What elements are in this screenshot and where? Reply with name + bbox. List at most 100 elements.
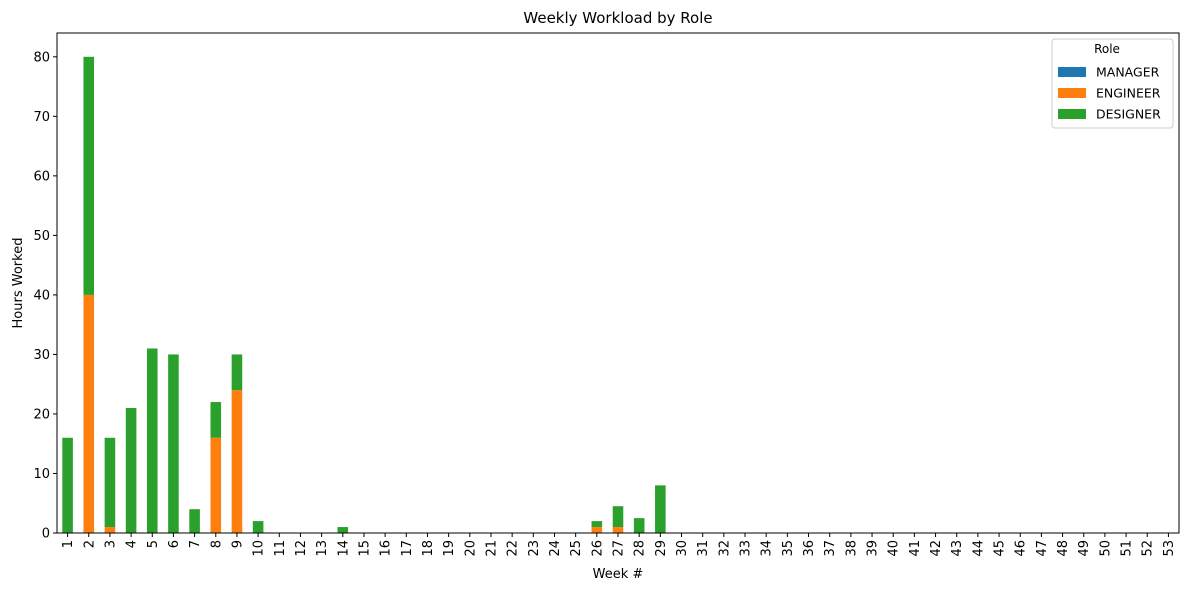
x-tick-label: 27 (612, 540, 627, 557)
x-tick-label: 11 (273, 540, 288, 557)
x-tick-label: 30 (675, 540, 690, 557)
bar-designer-week-27 (612, 506, 624, 528)
legend-label-manager: MANAGER (1096, 65, 1160, 80)
bar-designer-week-14 (337, 527, 349, 533)
bar-designer-week-8 (210, 402, 222, 438)
bar-designer-week-5 (146, 348, 158, 533)
x-tick-label: 3 (103, 540, 118, 548)
x-tick-label: 23 (527, 540, 542, 557)
bar-engineer-week-8 (210, 437, 222, 533)
x-tick-label: 45 (993, 540, 1008, 557)
x-tick-label: 43 (950, 540, 965, 557)
x-tick-label: 26 (590, 540, 605, 557)
x-tick-label: 4 (125, 540, 140, 548)
y-axis-label: Hours Worked (11, 238, 26, 329)
bar-designer-week-1 (62, 437, 73, 533)
x-tick-label: 28 (633, 540, 648, 557)
legend-title: Role (1094, 42, 1120, 56)
bar-engineer-week-3 (104, 527, 116, 533)
x-tick-label: 25 (569, 540, 584, 557)
bar-engineer-week-26 (591, 527, 603, 533)
x-tick-label: 51 (1120, 540, 1135, 557)
x-tick-label: 1 (61, 540, 76, 548)
bar-engineer-week-2 (83, 294, 95, 533)
y-tick-label: 60 (33, 169, 50, 184)
bar-designer-week-9 (231, 354, 243, 391)
x-tick-label: 6 (167, 540, 182, 548)
x-tick-label: 47 (1035, 540, 1050, 557)
x-tick-label: 35 (781, 540, 796, 557)
y-tick-label: 0 (42, 527, 50, 542)
x-tick-label: 17 (400, 540, 415, 557)
x-tick-label: 19 (442, 540, 457, 557)
y-tick-label: 30 (33, 348, 50, 363)
x-tick-label: 16 (379, 540, 394, 557)
bar-designer-week-2 (83, 56, 95, 295)
x-tick-label: 41 (908, 540, 923, 557)
bar-designer-week-6 (168, 354, 179, 533)
x-tick-label: 46 (1014, 540, 1029, 557)
x-axis-label: Week # (593, 567, 644, 582)
x-tick-label: 12 (294, 540, 309, 557)
bar-engineer-week-9 (231, 390, 243, 533)
x-tick-label: 36 (802, 540, 817, 557)
x-tick-label: 13 (315, 540, 330, 557)
legend-swatch-engineer (1058, 88, 1086, 98)
bar-designer-week-7 (189, 509, 200, 533)
x-tick-label: 24 (548, 540, 563, 557)
bar-engineer-week-27 (612, 527, 624, 533)
x-tick-label: 9 (230, 540, 245, 548)
x-tick-label: 37 (823, 540, 838, 557)
x-tick-label: 22 (506, 540, 521, 557)
bar-designer-week-4 (125, 408, 137, 533)
x-tick-label: 48 (1056, 540, 1071, 557)
x-tick-label: 21 (484, 540, 499, 557)
y-tick-label: 20 (33, 407, 50, 422)
x-tick-label: 40 (887, 540, 902, 557)
bars-layer (62, 56, 666, 533)
x-axis-ticks: 1 2 3 4 5 6 7 8 9 10 11 12 13 14 15 16 17 18 19 20 21 22 23 24 2… (61, 533, 1177, 557)
bar-designer-week-26 (591, 521, 603, 528)
x-tick-label: 32 (717, 540, 732, 557)
x-tick-label: 39 (866, 540, 881, 557)
legend-swatch-manager (1058, 67, 1086, 77)
x-tick-label: 50 (1098, 540, 1113, 557)
legend-box (1051, 38, 1174, 129)
plot-frame (56, 32, 1180, 534)
x-tick-label: 15 (357, 540, 372, 557)
y-tick-label: 80 (33, 50, 50, 65)
x-tick-label: 53 (1162, 540, 1177, 557)
bar-designer-week-10 (252, 521, 264, 533)
bar-designer-week-29 (655, 485, 666, 533)
x-tick-label: 29 (654, 540, 669, 557)
y-tick-label: 50 (33, 229, 50, 244)
legend-label-engineer: ENGINEER (1096, 86, 1161, 101)
x-tick-label: 2 (82, 540, 97, 548)
chart-title: Weekly Workload by Role (523, 9, 712, 27)
x-tick-label: 5 (146, 540, 161, 548)
x-tick-label: 20 (463, 540, 478, 557)
y-tick-label: 70 (33, 110, 50, 125)
x-tick-label: 31 (696, 540, 711, 557)
x-tick-label: 33 (739, 540, 754, 557)
y-tick-label: 10 (33, 467, 50, 482)
x-tick-label: 38 (844, 540, 859, 557)
y-axis-ticks: 0 10 20 30 40 50 60 70 80 (33, 50, 57, 542)
legend-swatch-designer (1058, 109, 1086, 119)
x-tick-label: 44 (971, 540, 986, 557)
x-tick-label: 52 (1141, 540, 1156, 557)
bar-designer-week-3 (104, 437, 116, 528)
legend: Role MANAGER ENGINEER DESIGNER (1051, 38, 1174, 129)
x-tick-label: 18 (421, 540, 436, 557)
bar-designer-week-28 (633, 518, 645, 533)
x-tick-label: 7 (188, 540, 203, 548)
x-tick-label: 42 (929, 540, 944, 557)
x-tick-label: 49 (1077, 540, 1092, 557)
x-tick-label: 8 (209, 540, 224, 548)
legend-label-designer: DESIGNER (1096, 107, 1161, 122)
x-tick-label: 10 (252, 540, 267, 557)
x-tick-label: 14 (336, 540, 351, 557)
y-tick-label: 40 (33, 288, 50, 303)
x-tick-label: 34 (760, 540, 775, 557)
